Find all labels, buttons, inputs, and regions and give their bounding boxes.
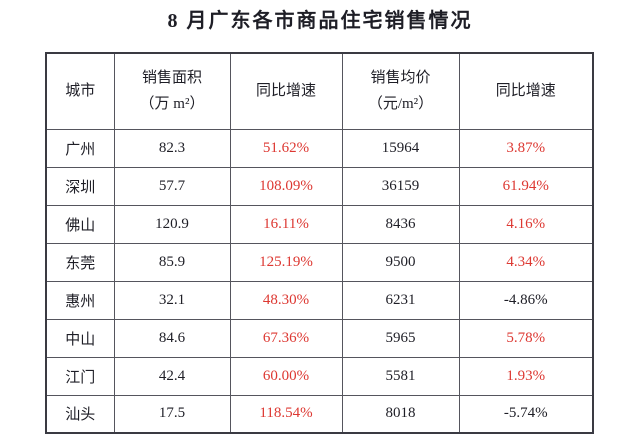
header-city-label: 城市 [65,83,96,100]
value-cell: 8436 [341,204,460,244]
value-cell: 4.16% [458,204,594,244]
value-cell: 6231 [341,280,460,320]
value-cell: 9500 [341,242,460,282]
header-avg-price-label: 销售均价 [370,70,431,87]
value-cell: 125.19% [229,242,343,282]
header-sales-area-unit: （万 m²） [139,96,205,113]
header-price-growth: 同比增速 [458,52,594,130]
city-cell: 汕头 [45,394,115,434]
value-cell: 36159 [341,166,460,206]
table-body: 广州 82.3 51.62% 15964 3.87% 深圳 57.7 108.09% 36159… [45,128,594,434]
table-row: 广州 82.3 51.62% 15964 3.87% [45,128,594,168]
value-cell: 42.4 [113,356,231,396]
city-cell: 深圳 [45,166,115,206]
value-cell: 15964 [341,128,460,168]
sales-table: 城市 销售面积 （万 m²） 同比增速 销售均价 （元/m²） 同比增速 广州 8… [45,52,594,434]
table-header: 城市 销售面积 （万 m²） 同比增速 销售均价 （元/m²） 同比增速 [45,52,594,130]
value-cell: 57.7 [113,166,231,206]
value-cell: 60.00% [229,356,343,396]
value-cell: 3.87% [458,128,594,168]
table-row: 东莞 85.9 125.19% 9500 4.34% [45,242,594,282]
value-cell: 84.6 [113,318,231,358]
value-cell: 4.34% [458,242,594,282]
value-cell: 118.54% [229,394,343,434]
header-city: 城市 [45,52,115,130]
value-cell: 17.5 [113,394,231,434]
city-cell: 东莞 [45,242,115,282]
table-row: 江门 42.4 60.00% 5581 1.93% [45,356,594,396]
value-cell: 85.9 [113,242,231,282]
table-row: 汕头 17.5 118.54% 8018 -5.74% [45,394,594,434]
value-cell: 16.11% [229,204,343,244]
header-area-growth: 同比增速 [229,52,343,130]
city-cell: 中山 [45,318,115,358]
header-sales-area: 销售面积 （万 m²） [113,52,231,130]
city-cell: 佛山 [45,204,115,244]
value-cell: 67.36% [229,318,343,358]
city-cell: 惠州 [45,280,115,320]
value-cell: 1.93% [458,356,594,396]
header-sales-area-label: 销售面积 [141,70,202,87]
table-row: 佛山 120.9 16.11% 8436 4.16% [45,204,594,244]
value-cell: 120.9 [113,204,231,244]
value-cell: 5965 [341,318,460,358]
header-avg-price-unit: （元/m²） [367,96,434,113]
header-area-growth-label: 同比增速 [255,83,316,100]
table-row: 中山 84.6 67.36% 5965 5.78% [45,318,594,358]
page-title: 8 月广东各市商品住宅销售情况 [167,10,473,32]
header-avg-price: 销售均价 （元/m²） [341,52,460,130]
value-cell: -5.74% [458,394,594,434]
value-cell: 61.94% [458,166,594,206]
value-cell: 48.30% [229,280,343,320]
value-cell: 32.1 [113,280,231,320]
value-cell: 108.09% [229,166,343,206]
header-price-growth-label: 同比增速 [495,83,556,100]
value-cell: 82.3 [113,128,231,168]
table-row: 深圳 57.7 108.09% 36159 61.94% [45,166,594,206]
header-row: 城市 销售面积 （万 m²） 同比增速 销售均价 （元/m²） 同比增速 [45,52,594,130]
value-cell: 5581 [341,356,460,396]
table-row: 惠州 32.1 48.30% 6231 -4.86% [45,280,594,320]
city-cell: 广州 [45,128,115,168]
value-cell: -4.86% [458,280,594,320]
value-cell: 8018 [341,394,460,434]
city-cell: 江门 [45,356,115,396]
value-cell: 5.78% [458,318,594,358]
value-cell: 51.62% [229,128,343,168]
